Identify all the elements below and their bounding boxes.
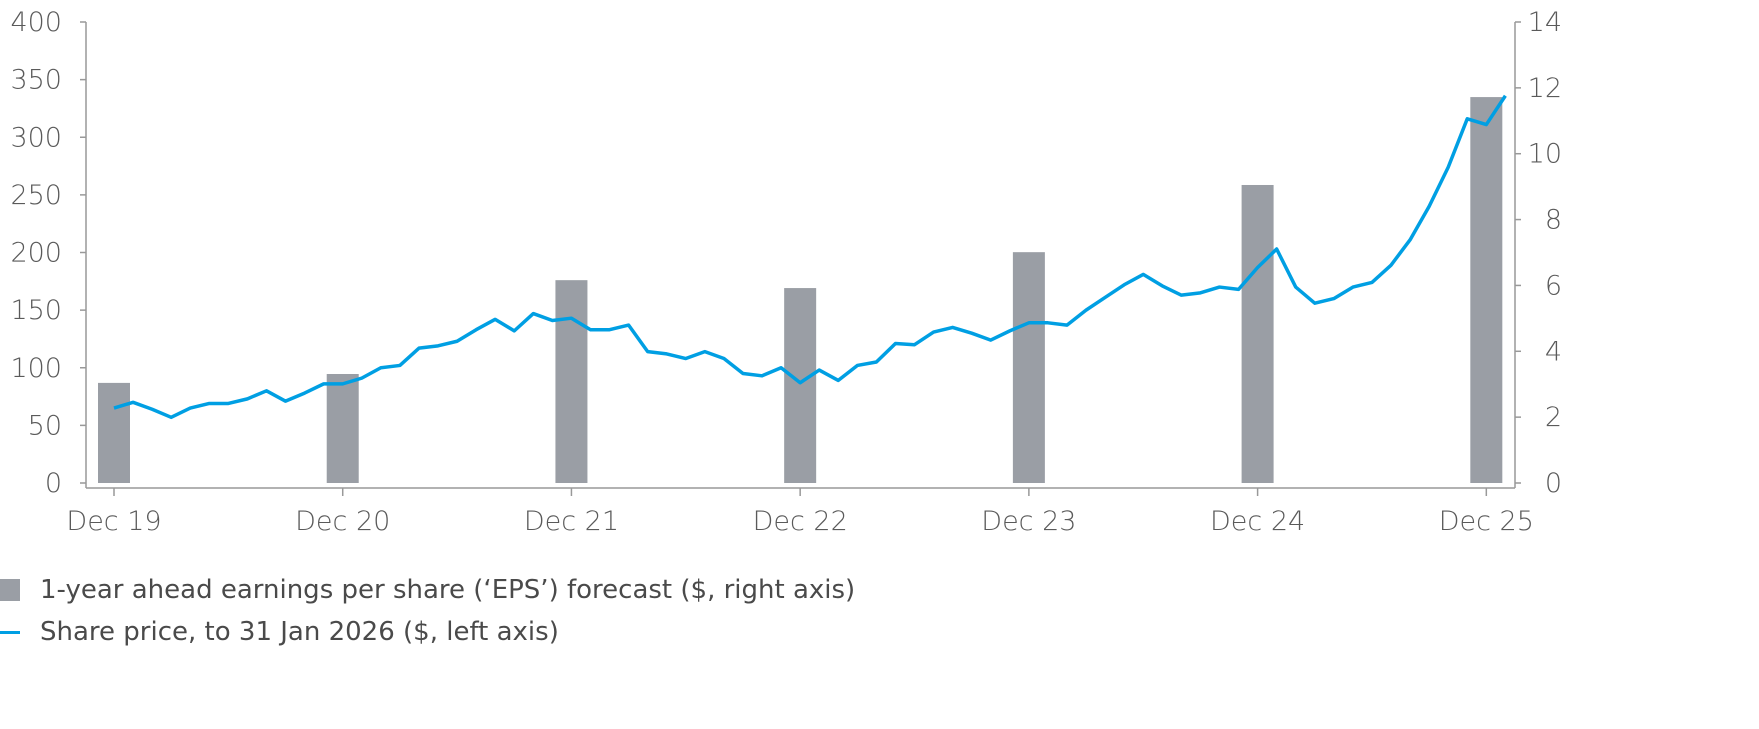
right-tick-label: 14 (1528, 7, 1562, 38)
x-tick-label: Dec 23 (981, 506, 1076, 537)
legend-label-share-price: Share price, to 31 Jan 2026 ($, left axi… (40, 617, 559, 647)
eps-bar (784, 288, 817, 483)
eps-bar (326, 374, 359, 483)
x-tick-label: Dec 22 (753, 506, 848, 537)
x-tick-label: Dec 24 (1210, 506, 1305, 537)
eps-bar (1470, 97, 1503, 483)
right-tick-label: 2 (1545, 402, 1562, 433)
legend-item-eps: 1-year ahead earnings per share (‘EPS’) … (0, 575, 855, 605)
x-tick-label: Dec 20 (295, 506, 390, 537)
left-tick-label: 150 (10, 295, 62, 326)
legend-swatch-line (0, 630, 20, 634)
left-tick-label: 200 (10, 238, 62, 269)
legend-label-eps: 1-year ahead earnings per share (‘EPS’) … (40, 575, 856, 605)
left-tick-label: 300 (10, 122, 62, 153)
left-tick-label: 0 (45, 468, 62, 499)
x-tick-label: Dec 25 (1439, 506, 1534, 537)
eps-bar (98, 382, 130, 483)
right-tick-label: 8 (1545, 205, 1562, 236)
eps-bar (1241, 184, 1274, 483)
right-tick-label: 0 (1545, 468, 1562, 499)
left-tick-label: 250 (10, 180, 62, 211)
right-tick-label: 12 (1528, 73, 1562, 104)
right-tick-label: 6 (1545, 270, 1562, 301)
left-tick-label: 400 (10, 7, 62, 38)
x-tick-label: Dec 19 (66, 506, 161, 537)
right-tick-label: 4 (1545, 336, 1562, 367)
legend-item-share-price: Share price, to 31 Jan 2026 ($, left axi… (0, 617, 559, 647)
share-price-line (113, 94, 1507, 420)
eps-bar (555, 280, 588, 483)
left-tick-label: 350 (10, 65, 62, 96)
eps-bar (1012, 252, 1045, 483)
legend-swatch-bar (0, 579, 20, 601)
x-tick-label: Dec 21 (524, 506, 619, 537)
left-tick-label: 100 (10, 353, 62, 384)
right-tick-label: 10 (1528, 139, 1562, 170)
left-tick-label: 50 (28, 410, 62, 441)
